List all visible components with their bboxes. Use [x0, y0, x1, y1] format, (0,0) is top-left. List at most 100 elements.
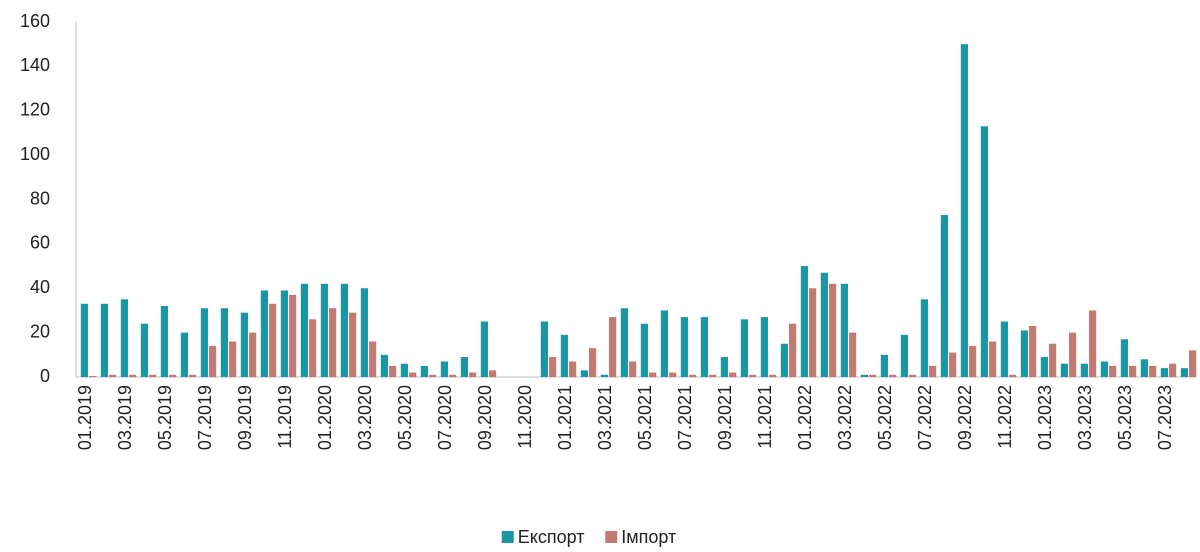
bar: [840, 283, 848, 377]
bar: [969, 345, 977, 377]
bar: [1140, 359, 1148, 377]
bar: [489, 370, 497, 377]
y-tick-label: 40: [30, 277, 50, 297]
bar: [769, 374, 777, 377]
x-tick-label: 03.2022: [835, 385, 855, 450]
bar: [369, 341, 377, 377]
bar: [829, 283, 837, 377]
bar: [729, 372, 737, 377]
x-tick-label: 01.2021: [555, 385, 575, 450]
bar: [789, 323, 797, 377]
y-tick-label: 60: [30, 233, 50, 253]
bar: [289, 294, 297, 377]
x-tick-label: 01.2020: [315, 385, 335, 450]
bar: [540, 321, 548, 377]
x-tick-label: 07.2021: [675, 385, 695, 450]
bar: [760, 317, 768, 377]
x-tick-label: 09.2019: [235, 385, 255, 450]
bar: [989, 341, 997, 377]
bar: [1020, 330, 1028, 377]
bar: [680, 317, 688, 377]
x-tick-label: 05.2019: [155, 385, 175, 450]
bar: [1009, 374, 1017, 377]
bar: [109, 374, 117, 377]
bar: [449, 374, 457, 377]
bar: [460, 357, 468, 377]
bar: [200, 308, 208, 377]
bar: [409, 372, 417, 377]
bar: [360, 288, 368, 377]
legend-label: Імпорт: [621, 527, 676, 547]
bar: [1040, 357, 1048, 377]
bar: [220, 308, 228, 377]
bar: [1000, 321, 1008, 377]
bar: [700, 317, 708, 377]
bar: [120, 299, 128, 377]
bar: [600, 374, 608, 377]
bar: [440, 361, 448, 377]
bar: [1049, 343, 1057, 377]
bar: [1089, 310, 1097, 377]
bar: [209, 345, 217, 377]
x-tick-label: 07.2023: [1155, 385, 1175, 450]
bar: [920, 299, 928, 377]
bar: [620, 308, 628, 377]
bar: [240, 312, 248, 377]
x-tick-label: 11.2021: [755, 385, 775, 449]
bar: [1080, 363, 1088, 377]
bar: [380, 354, 388, 377]
bar: [1100, 361, 1108, 377]
bar: [1160, 368, 1168, 377]
bar: [329, 308, 337, 377]
bar: [349, 312, 357, 377]
bar: [480, 321, 488, 377]
bar: [1149, 365, 1157, 377]
bar: [1189, 350, 1197, 377]
bar: [689, 374, 697, 377]
bar: [400, 363, 408, 377]
x-tick-label: 05.2021: [635, 385, 655, 450]
bar: [300, 283, 308, 377]
bar: [189, 374, 197, 377]
bar: [709, 374, 717, 377]
x-tick-label: 05.2023: [1115, 385, 1135, 450]
bar: [129, 374, 137, 377]
bar: [780, 343, 788, 377]
bar: [809, 288, 817, 377]
bar: [1109, 365, 1117, 377]
x-tick-label: 05.2022: [875, 385, 895, 450]
y-tick-label: 100: [20, 144, 50, 164]
legend-swatch: [501, 531, 514, 543]
x-tick-label: 09.2021: [715, 385, 735, 450]
y-tick-label: 160: [20, 11, 50, 31]
bar: [549, 357, 557, 377]
bar: [560, 334, 568, 377]
bar: [89, 375, 97, 377]
x-tick-label: 09.2022: [955, 385, 975, 450]
bar: [180, 332, 188, 377]
bar: [869, 374, 877, 377]
bar: [569, 361, 577, 377]
bar: [469, 372, 477, 377]
bar: [589, 348, 597, 377]
x-tick-label: 11.2019: [275, 385, 295, 449]
bar: [1060, 363, 1068, 377]
bar: [309, 319, 317, 377]
x-tick-label: 03.2021: [595, 385, 615, 450]
bar: [1069, 332, 1077, 377]
bar: [280, 290, 288, 377]
bar: [260, 290, 268, 377]
bar: [100, 303, 108, 377]
x-tick-label: 05.2020: [395, 385, 415, 450]
y-tick-label: 0: [40, 366, 50, 386]
y-tick-label: 140: [20, 55, 50, 75]
bar: [140, 323, 148, 377]
legend-swatch: [605, 531, 618, 543]
x-tick-label: 01.2019: [75, 385, 95, 450]
bar: [800, 266, 808, 377]
bar: [880, 354, 888, 377]
bar: [340, 283, 348, 377]
bar: [749, 374, 757, 377]
x-tick-label: 03.2019: [115, 385, 135, 450]
bar: [389, 365, 397, 377]
